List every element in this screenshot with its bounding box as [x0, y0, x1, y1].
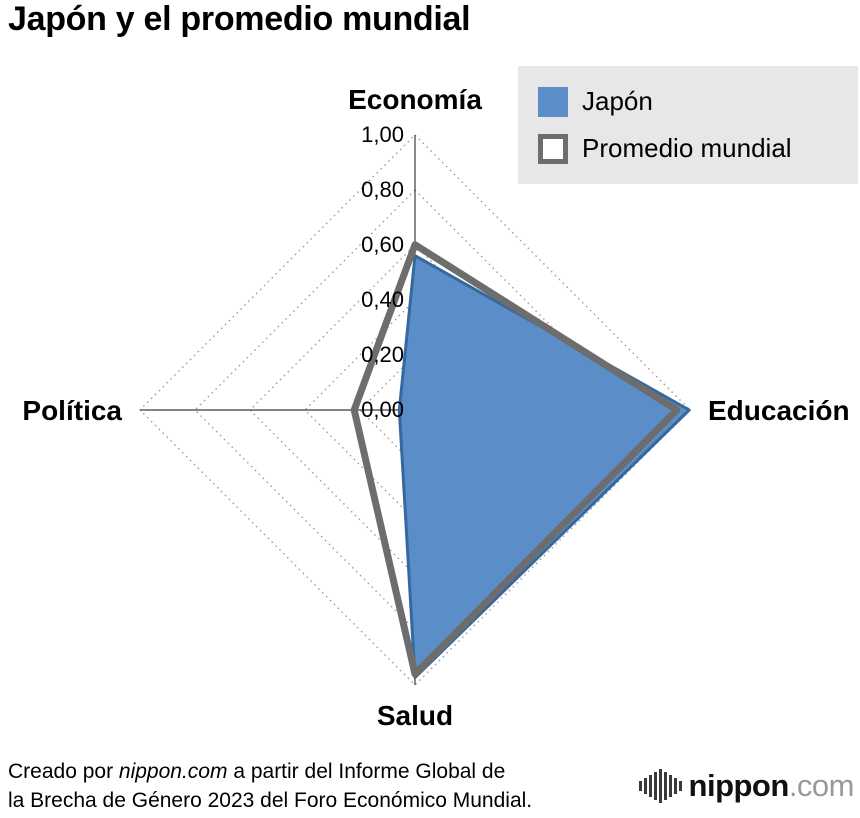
tick-label: 0,60: [361, 232, 404, 257]
source-note-site: nippon.com: [118, 760, 228, 783]
nippon-logo: nippon.com: [638, 768, 855, 804]
legend-label-japon: Japón: [582, 86, 653, 116]
logo-tld: .com: [788, 768, 855, 803]
tick-label: 0,20: [361, 342, 404, 367]
logo-text: nippon.com: [688, 768, 855, 804]
axis-label-1: Educación: [708, 395, 850, 426]
legend-label-promedio-mundial: Promedio mundial: [582, 133, 792, 163]
tick-label: 0,40: [361, 287, 404, 312]
radar-chart: 0,00 0,20 0,40 0,60 0,80 1,00 Economía Educació…: [22, 84, 850, 731]
grid-ring: [359, 354, 471, 466]
logo-name: nippon: [688, 768, 790, 803]
grid-ring: [139, 134, 691, 686]
legend-item-promedio-mundial: Promedio mundial: [538, 133, 838, 164]
tick-label: 0,00: [361, 397, 404, 422]
page-title: Japón y el promedio mundial: [8, 0, 471, 38]
axis-label-0: Economía: [348, 84, 482, 115]
series-promedio-mundial: [350, 241, 681, 678]
legend-swatch-promedio-mundial: [538, 133, 568, 164]
axis-label-3: Política: [22, 395, 122, 426]
tick-label: 0,80: [361, 177, 404, 202]
legend: Japón Promedio mundial: [518, 66, 858, 184]
source-note: Creado por nippon.com a partir del Infor…: [8, 757, 708, 815]
axis-label-2: Salud: [377, 700, 453, 731]
legend-swatch-japon: [538, 86, 568, 117]
legend-item-japon: Japón: [538, 86, 838, 117]
source-note-prefix: Creado por: [8, 760, 119, 783]
soundwave-icon: [638, 769, 682, 803]
tick-label: 1,00: [361, 122, 404, 147]
source-note-suffix: a partir del Informe Global de la Brecha…: [8, 760, 533, 812]
